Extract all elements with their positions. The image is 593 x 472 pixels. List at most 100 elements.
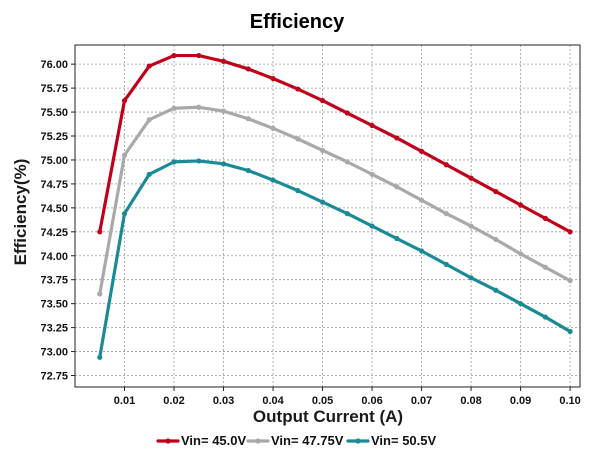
data-point [171,159,177,165]
data-point [418,148,425,154]
x-tick-label: 0.01 [114,395,135,407]
data-point [493,236,499,243]
series-layer [97,52,573,360]
x-tick-label: 0.05 [312,395,333,407]
data-point [542,314,548,320]
data-point [270,177,276,183]
series-2 [97,104,573,297]
legend-item: Vin= 45.0V [156,433,246,448]
data-point [418,248,425,254]
data-point [121,211,128,217]
data-point [443,211,449,217]
data-point [394,184,400,190]
data-point [493,188,499,195]
data-point [97,291,103,297]
grid-layer [75,45,580,387]
x-tick-label: 0.07 [411,395,432,407]
series-line [98,105,572,296]
data-point [468,223,474,229]
data-point [146,63,152,69]
legend-marker [355,438,361,444]
data-point [171,52,177,59]
legend: Vin= 45.0V Vin= 47.75V Vin= 50.5V [156,433,436,448]
legend-marker [165,438,171,444]
y-tick-label: 75.25 [40,131,68,143]
data-point [319,199,326,205]
legend-label: Vin= 45.0V [181,433,246,448]
series-1 [97,52,573,235]
data-point [121,97,128,104]
y-tick-label: 75.50 [40,107,68,119]
data-point [468,175,474,181]
data-point [196,158,202,164]
data-point [517,202,524,208]
data-point [146,117,152,123]
data-point [344,211,350,217]
x-tick-label: 0.06 [361,395,382,407]
series-3 [97,158,573,360]
data-point [97,354,103,360]
data-point [567,229,573,235]
y-tick-label: 73.50 [40,299,68,311]
data-point [295,136,301,142]
legend-marker [255,438,261,444]
data-point [319,147,326,153]
data-point [121,152,128,158]
series-line [98,53,572,234]
data-point [196,104,202,110]
y-tick-label: 74.50 [40,203,68,215]
data-point [567,328,573,335]
legend-label: Vin= 47.75V [271,433,344,448]
data-point [146,171,152,177]
x-tick-label: 0.02 [163,395,184,407]
data-point [443,162,449,168]
data-point [369,223,375,229]
data-point [245,116,251,122]
x-tick-label: 0.10 [559,395,580,407]
y-tick-label: 74.75 [40,179,68,191]
data-point [394,235,400,242]
data-point [369,122,375,129]
data-point [319,97,326,104]
y-tick-label: 73.25 [40,323,68,335]
legend-label: Vin= 50.5V [371,433,436,448]
x-axis-label: Output Current (A) [253,407,403,426]
data-point [245,66,251,72]
y-tick-label: 74.25 [40,227,68,239]
x-tick-label: 0.04 [262,395,284,407]
x-tick-label: 0.03 [213,395,234,407]
plot-frame [74,44,581,388]
data-point [270,75,276,82]
data-point [443,261,449,267]
y-axis-label: Efficiency(%) [11,159,30,266]
data-point [517,301,524,307]
data-point [295,188,301,194]
legend-item: Vin= 50.5V [346,433,436,448]
data-point [567,278,573,284]
data-point [97,229,103,235]
data-point [344,110,350,116]
data-point [517,251,524,257]
x-tick-label: 0.09 [510,395,531,407]
data-point [493,287,499,293]
y-axis-ticks: 72.75 73.00 73.25 73.50 73.75 74.00 74.25 74.50… [40,59,75,383]
y-tick-label: 75.75 [40,83,68,95]
series-line [98,159,572,359]
y-tick-label: 73.75 [40,275,68,287]
data-point [542,215,548,221]
data-point [171,105,177,111]
y-tick-label: 73.00 [40,347,68,359]
legend-item: Vin= 47.75V [246,433,344,448]
x-tick-label: 0.08 [460,395,481,407]
data-point [418,197,425,203]
data-point [245,167,251,174]
data-point [468,275,474,281]
data-point [369,171,375,177]
data-point [344,159,350,165]
data-point [295,86,301,92]
chart-title: Efficiency [250,11,345,33]
data-point [542,264,548,270]
data-point [220,161,227,167]
